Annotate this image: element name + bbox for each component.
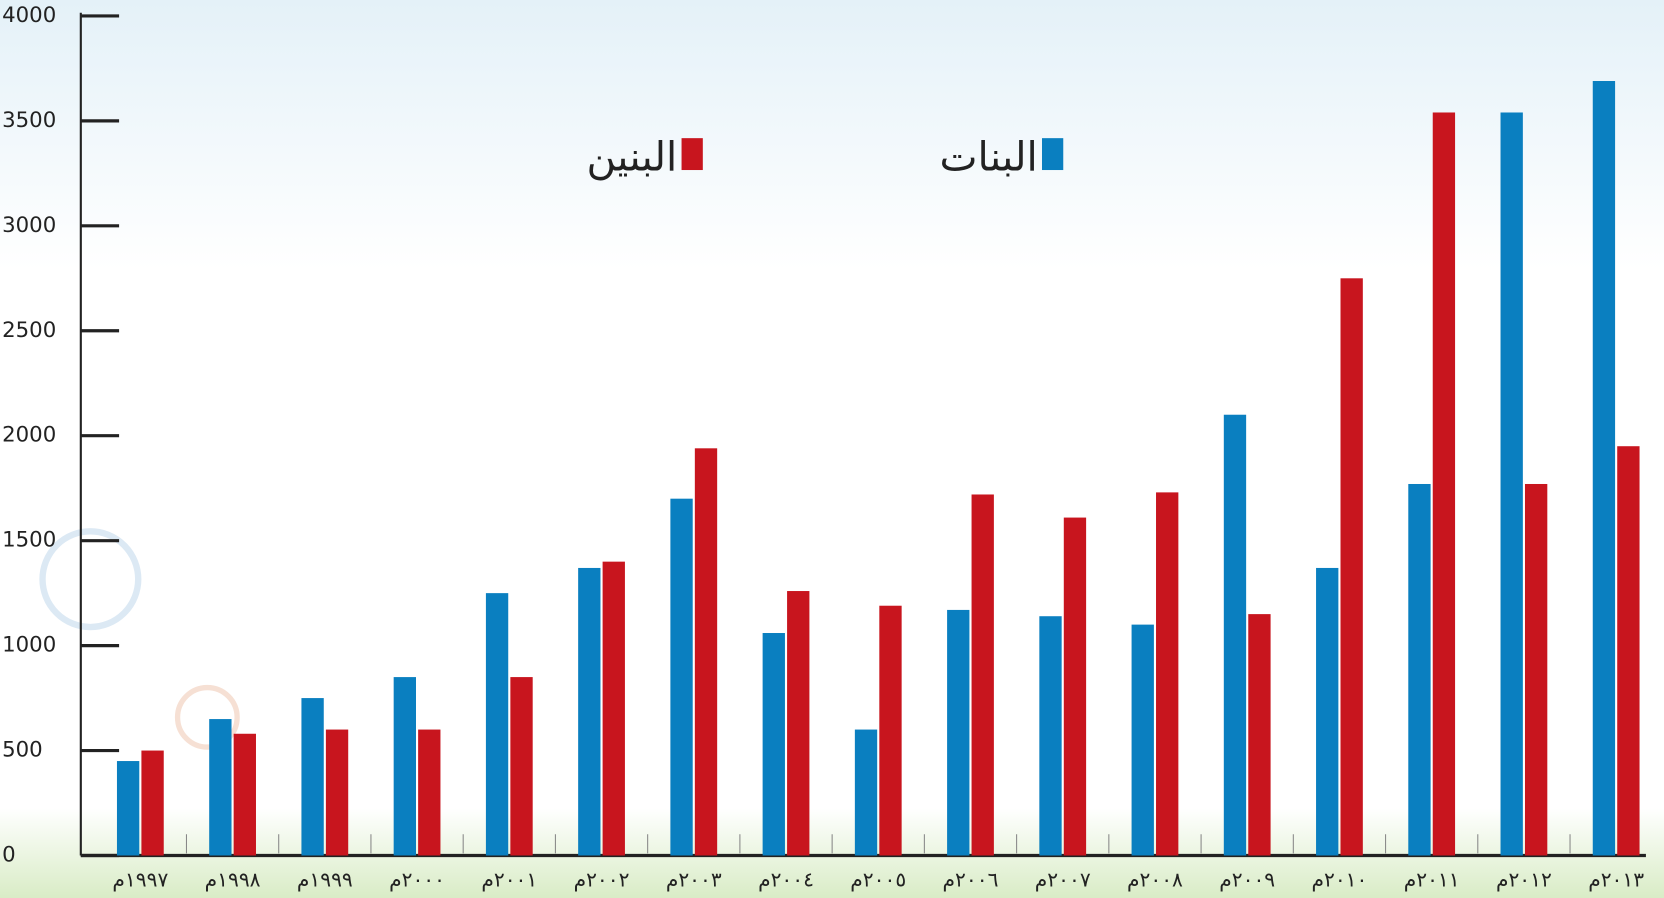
bar bbox=[578, 567, 601, 856]
decoration bbox=[39, 528, 142, 631]
x-tick-label: ٢٠٠٦م bbox=[943, 867, 999, 891]
legend-swatch bbox=[681, 138, 703, 171]
bar bbox=[1039, 616, 1062, 856]
x-tick-label: ١٩٩٩م bbox=[297, 867, 353, 891]
x-tick-label: ٢٠١٣م bbox=[1588, 867, 1644, 891]
x-tick-label: ٢٠٠٢م bbox=[574, 867, 630, 891]
y-tick-label: 3000 bbox=[2, 213, 56, 238]
bar bbox=[670, 498, 693, 856]
bar bbox=[418, 729, 441, 856]
y-tick-label: 3500 bbox=[2, 108, 56, 133]
y-tick-label: 1500 bbox=[2, 528, 56, 553]
bar bbox=[947, 609, 970, 856]
bar bbox=[879, 605, 902, 856]
bar bbox=[325, 729, 349, 856]
y-tick-label: 2000 bbox=[2, 423, 56, 448]
x-tick-label: ٢٠٠٣م bbox=[666, 867, 722, 891]
legend-label: البنين bbox=[586, 133, 677, 180]
x-tick-label: ٢٠٠٠م bbox=[389, 867, 445, 891]
bar bbox=[854, 729, 878, 856]
bar bbox=[1524, 483, 1548, 856]
bar bbox=[694, 448, 718, 856]
x-tick-label: ٢٠٠٨م bbox=[1127, 867, 1183, 891]
bar bbox=[1408, 483, 1431, 856]
bar bbox=[1248, 614, 1271, 856]
bar bbox=[1500, 112, 1523, 856]
x-tick-label: ٢٠٠٧م bbox=[1035, 867, 1091, 891]
bar bbox=[971, 494, 994, 856]
bar bbox=[1617, 446, 1640, 856]
bar bbox=[393, 677, 416, 856]
bar bbox=[1340, 278, 1363, 856]
y-tick-label: 0 bbox=[2, 842, 16, 867]
x-tick-label: ٢٠١٠م bbox=[1311, 867, 1367, 891]
x-tick-label: ١٩٩٧م bbox=[112, 867, 168, 891]
bar bbox=[1316, 567, 1339, 856]
bar bbox=[141, 750, 164, 856]
decoration bbox=[174, 684, 240, 750]
legend-label: البنات bbox=[940, 133, 1038, 180]
bar bbox=[510, 677, 533, 856]
x-tick-label: ٢٠٠٤م bbox=[758, 867, 814, 891]
y-tick-label: 4000 bbox=[2, 3, 56, 28]
bar bbox=[116, 761, 140, 856]
y-tick-label: 1000 bbox=[2, 633, 56, 658]
y-tick-label: 500 bbox=[2, 738, 43, 763]
bar bbox=[762, 633, 785, 856]
bar bbox=[209, 719, 232, 856]
bar bbox=[1063, 517, 1087, 856]
x-tick-label: ٢٠١١م bbox=[1404, 867, 1460, 891]
bar bbox=[1223, 414, 1247, 856]
legend-swatch bbox=[1041, 138, 1064, 171]
bar bbox=[301, 698, 324, 856]
bar bbox=[787, 591, 810, 856]
x-tick-label: ٢٠٠٥م bbox=[850, 867, 906, 891]
x-tick-label: ١٩٩٨م bbox=[205, 867, 261, 891]
x-tick-label: ٢٠٠٩م bbox=[1219, 867, 1275, 891]
x-tick-label: ٢٠٠١م bbox=[481, 867, 537, 891]
x-tick-label: ٢٠١٢م bbox=[1496, 867, 1552, 891]
bar bbox=[602, 561, 625, 856]
bar bbox=[1592, 81, 1616, 856]
bar bbox=[485, 593, 509, 856]
bar bbox=[1432, 112, 1456, 856]
bar bbox=[233, 733, 256, 856]
bar bbox=[1156, 492, 1179, 856]
bar bbox=[1131, 624, 1154, 856]
y-tick-label: 2500 bbox=[2, 318, 56, 343]
